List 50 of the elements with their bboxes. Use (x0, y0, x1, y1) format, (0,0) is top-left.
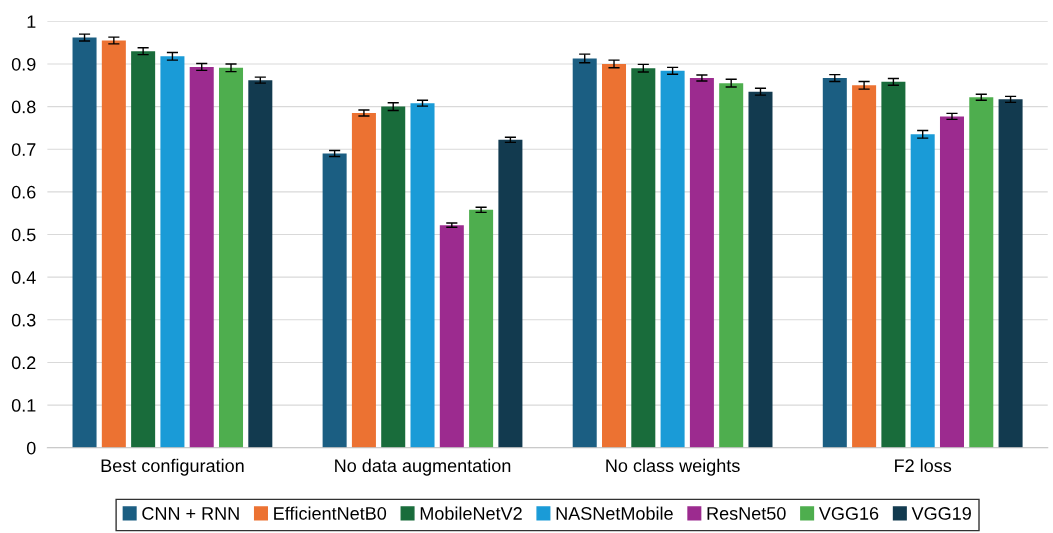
bar (469, 209, 494, 448)
bar (660, 70, 685, 448)
bar (998, 99, 1023, 448)
y-tick-label: 0.4 (11, 271, 36, 284)
bar (881, 81, 906, 448)
y-tick-label: 0.3 (11, 313, 36, 327)
bar (131, 51, 156, 448)
legend-label: EfficientNetB0 (274, 506, 387, 520)
y-tick-label: 0.7 (11, 143, 36, 156)
bar (969, 97, 994, 448)
legend-label: MobileNetV2 (420, 506, 522, 520)
x-tick-label: No class weights (606, 458, 740, 476)
y-tick-label: 1 (27, 15, 36, 28)
bar (602, 63, 627, 448)
bar (748, 91, 773, 448)
legend-label: VGG16 (818, 507, 879, 520)
bar (439, 225, 464, 448)
y-tick-label: 0.1 (11, 399, 36, 412)
bar (322, 153, 347, 448)
bar (910, 134, 935, 448)
bar (410, 103, 435, 448)
y-tick-label: 0.5 (11, 228, 36, 242)
x-tick-label: No data augmentation (335, 458, 511, 476)
bar (351, 113, 376, 448)
legend-label: ResNet50 (707, 507, 786, 520)
y-tick-label: 0.6 (11, 185, 36, 199)
legend-label: VGG19 (911, 507, 971, 520)
x-tick-label: Best configuration (101, 458, 244, 476)
bar (72, 37, 97, 448)
y-tick-label: 0.9 (11, 57, 36, 71)
bar (189, 66, 214, 448)
bar (160, 56, 185, 448)
y-tick-label: 0.2 (11, 356, 36, 370)
bar (248, 80, 273, 448)
bar (219, 67, 244, 448)
bar (498, 139, 523, 448)
y-tick-label: 0 (26, 441, 36, 455)
bar (822, 78, 847, 448)
legend-label: CNN + RNN (142, 507, 239, 520)
bar (719, 83, 744, 448)
bar (101, 40, 126, 448)
y-tick-label: 0.8 (11, 100, 36, 114)
bar (689, 78, 714, 448)
bar (572, 58, 597, 448)
legend-label: NASNetMobile (556, 506, 673, 520)
x-tick-label: F2 loss (895, 458, 952, 473)
bar (631, 68, 656, 448)
bar (381, 106, 406, 448)
bar (852, 85, 877, 448)
bar (939, 116, 964, 448)
